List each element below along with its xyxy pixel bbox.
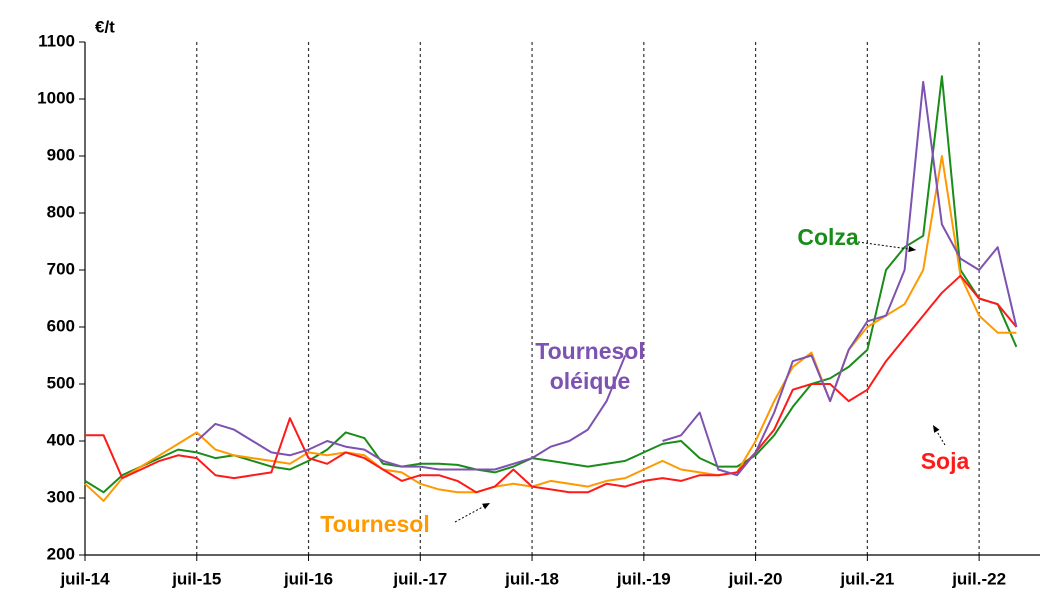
y-tick-label: 200 [47,544,75,563]
y-tick-label: 600 [47,316,75,335]
x-tick-label: juil-14 [59,569,110,588]
y-tick-label: 500 [47,373,75,392]
y-tick-label: 1000 [37,88,75,107]
series-line [84,155,1017,502]
series-line [85,274,1018,494]
x-tick-label: juil.-20 [728,569,783,588]
x-tick-label: juil.-17 [392,569,447,588]
annotation-arrow [857,241,917,251]
series-label: Soja [920,448,970,474]
x-tick-label: juil-15 [171,569,221,588]
y-axis-label: €/t [95,17,115,36]
series-label: Tournesol oléique [535,338,645,394]
x-tick-label: juil-16 [283,569,333,588]
x-tick-label: juil.-21 [839,569,894,588]
arrow-head [908,245,916,253]
x-tick-label: juil.-19 [616,569,671,588]
series-label: Tournesol [320,511,430,537]
y-tick-label: 800 [47,202,75,221]
series-line [84,75,1018,494]
arrow-head [933,425,940,433]
series-label: Colza [797,224,859,250]
y-tick-label: 700 [47,259,75,278]
y-tick-label: 400 [47,430,75,449]
x-tick-label: juil.-22 [951,569,1006,588]
y-tick-label: 900 [47,145,75,164]
y-tick-label: 1100 [38,31,75,50]
series-line [196,80,1018,477]
arrow-head [482,503,490,510]
x-tick-label: juil.-18 [504,569,559,588]
y-tick-label: 300 [47,487,75,506]
